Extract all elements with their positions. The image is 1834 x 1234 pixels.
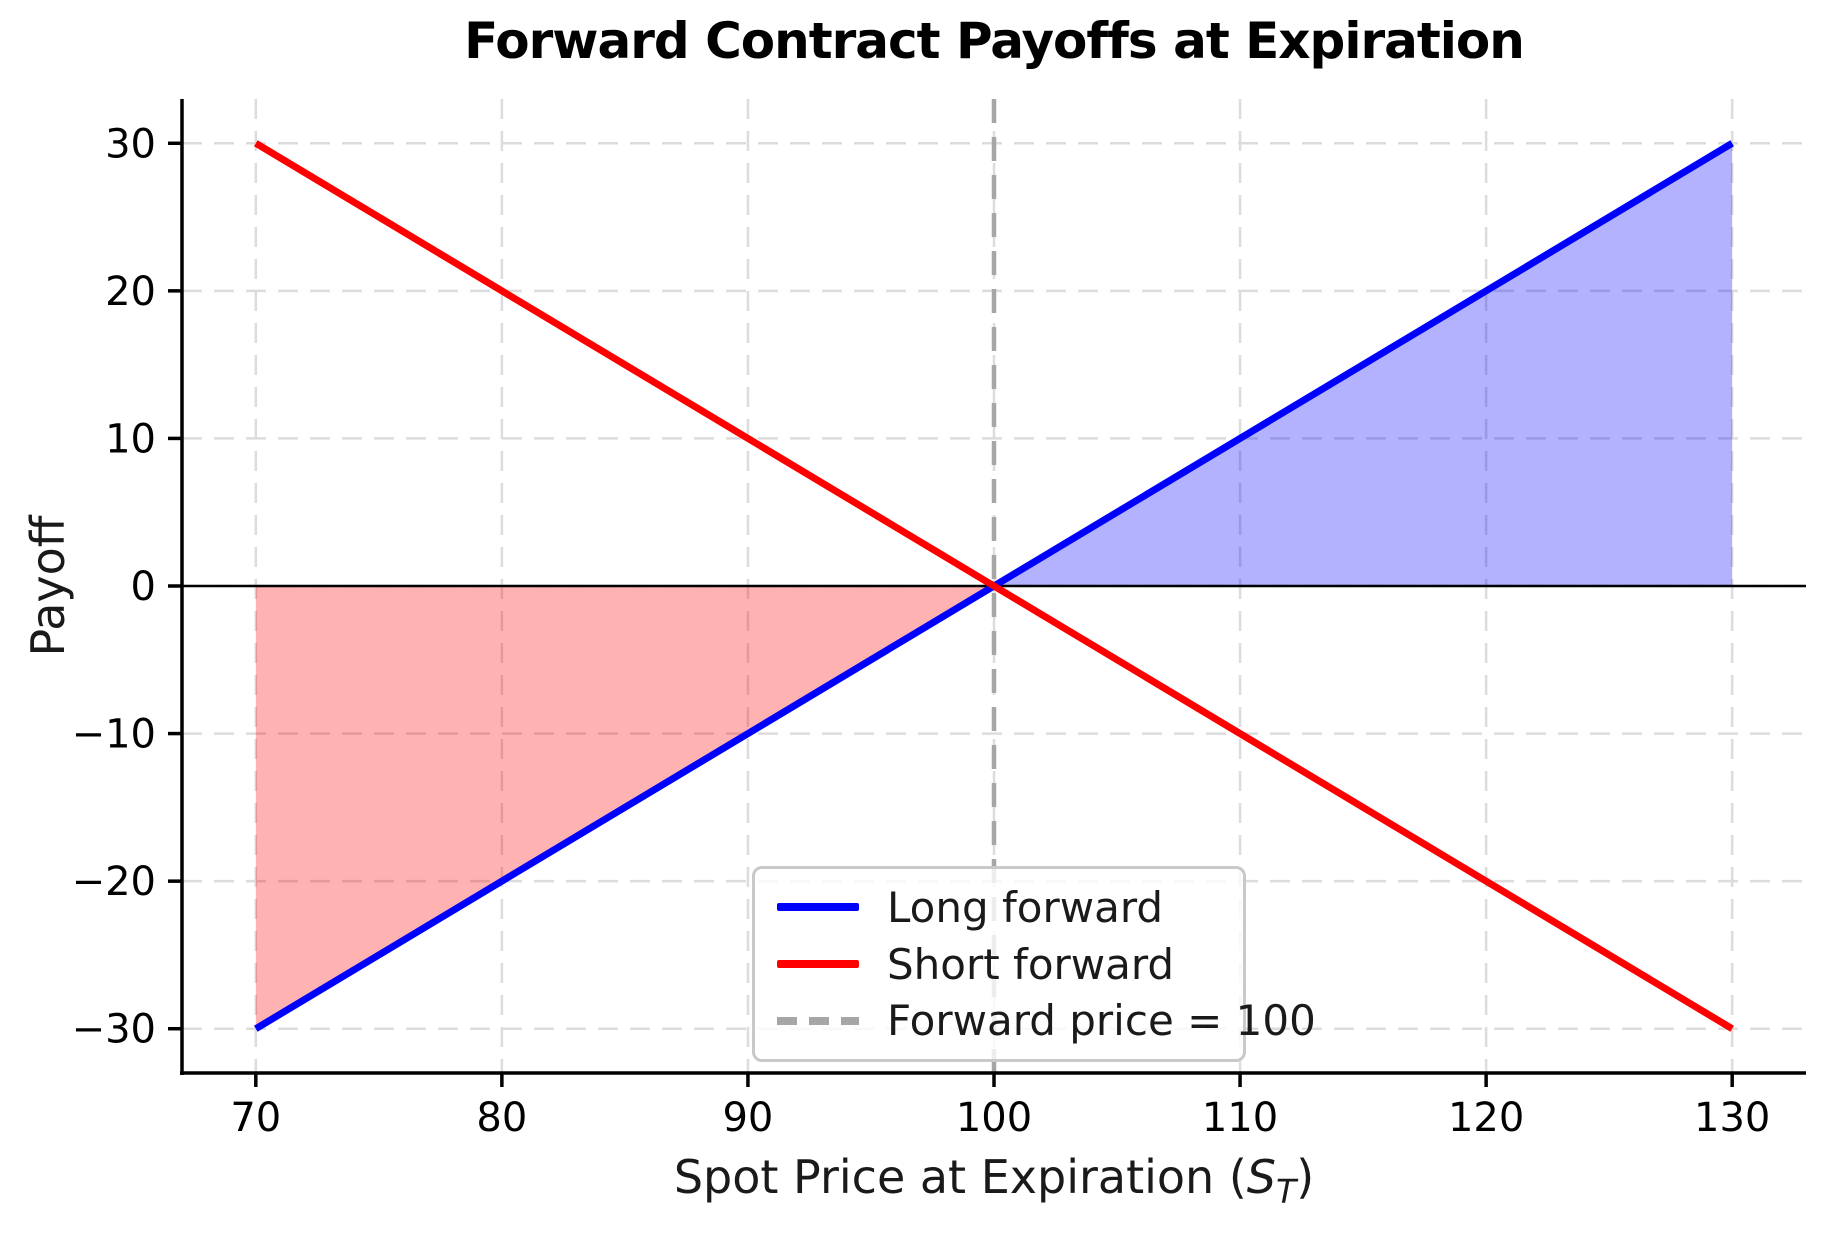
legend-item-long-forward: Long forward bbox=[777, 883, 1221, 932]
y-tick-label: 0 bbox=[131, 564, 156, 610]
legend-label: Forward price = 100 bbox=[887, 996, 1316, 1046]
y-axis-label: Payoff bbox=[21, 515, 75, 657]
forward-price-line-swatch bbox=[777, 1016, 859, 1025]
y-tick-label: −20 bbox=[72, 859, 156, 905]
x-axis-label-suffix: ) bbox=[1296, 1150, 1315, 1204]
long-forward-line-swatch bbox=[777, 903, 859, 912]
x-tick-label: 80 bbox=[476, 1095, 527, 1141]
chart-title: Forward Contract Payoffs at Expiration bbox=[464, 12, 1525, 70]
x-tick-label: 130 bbox=[1694, 1095, 1770, 1141]
y-tick-label: 10 bbox=[105, 416, 156, 462]
legend-item-short-forward: Short forward bbox=[777, 940, 1221, 989]
x-tick-label: 110 bbox=[1202, 1095, 1278, 1141]
short-forward-line-swatch bbox=[777, 960, 859, 968]
y-tick-label: 30 bbox=[105, 121, 156, 167]
short-forward-line bbox=[254, 140, 1734, 1032]
legend-label: Long forward bbox=[887, 882, 1164, 932]
legend-label: Short forward bbox=[887, 939, 1175, 989]
x-tick-label: 100 bbox=[956, 1095, 1032, 1141]
x-axis-label-subscript: T bbox=[1275, 1172, 1297, 1212]
x-tick-label: 120 bbox=[1448, 1095, 1524, 1141]
x-axis-label: Spot Price at Expiration (ST) bbox=[182, 1150, 1806, 1211]
x-tick-label: 90 bbox=[722, 1095, 773, 1141]
legend-item-forward-price: Forward price = 100 bbox=[777, 996, 1316, 1045]
y-tick-label: −10 bbox=[72, 712, 156, 758]
y-tick-label: 20 bbox=[105, 269, 156, 315]
x-tick-label: 70 bbox=[230, 1095, 281, 1141]
y-tick-label: −30 bbox=[72, 1007, 156, 1053]
legend: Long forward Short forward Forward price… bbox=[752, 866, 1316, 1062]
x-axis-label-text: Spot Price at Expiration ( bbox=[673, 1150, 1247, 1204]
x-axis-label-variable: S bbox=[1246, 1150, 1276, 1204]
